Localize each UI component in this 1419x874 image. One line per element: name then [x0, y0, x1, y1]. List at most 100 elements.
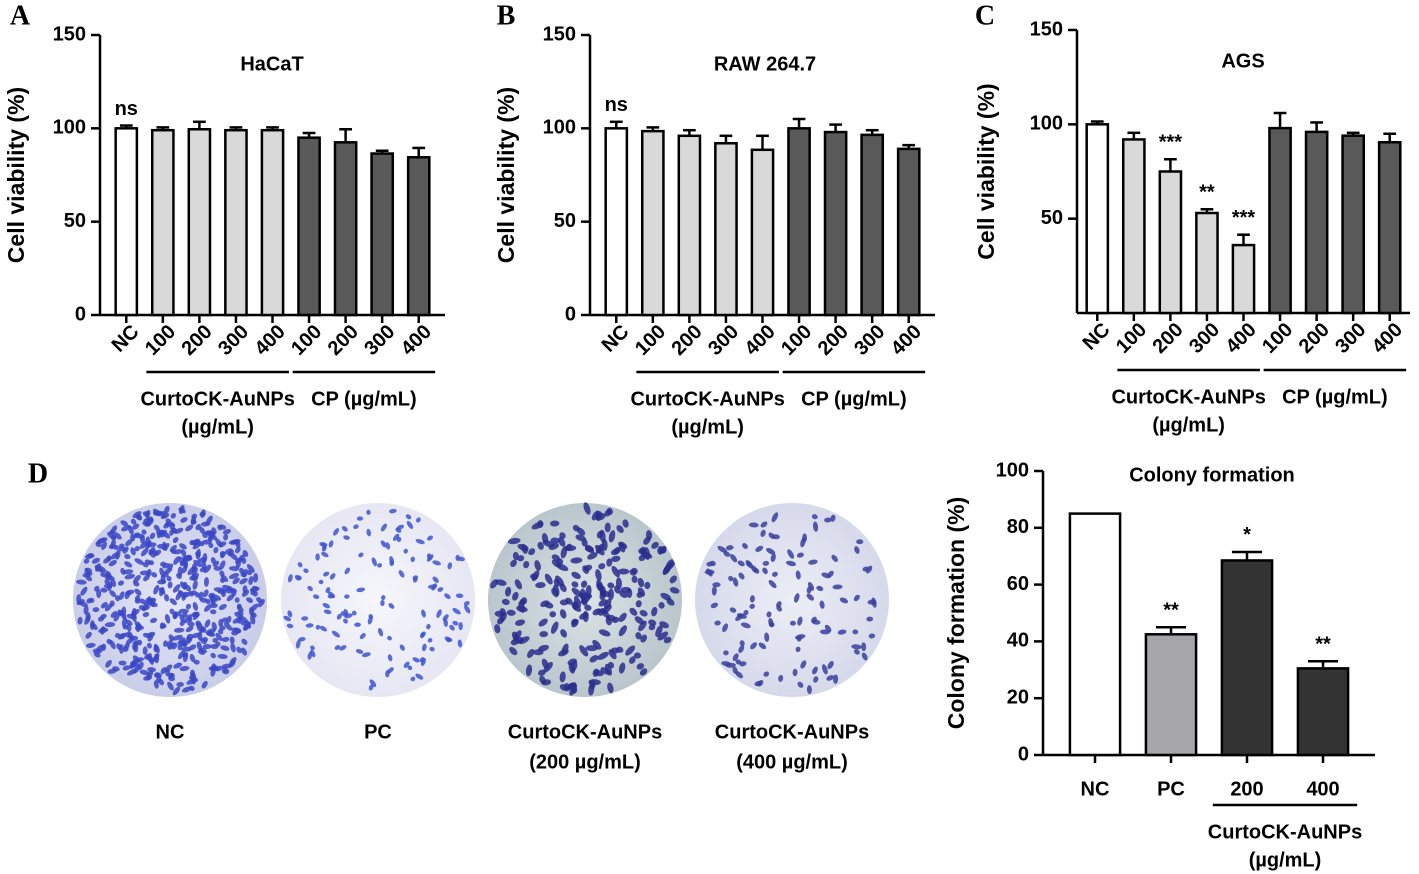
cell	[827, 661, 834, 670]
chart-title: HaCaT	[240, 53, 303, 75]
cell	[636, 663, 645, 670]
cell	[521, 544, 528, 554]
cell	[393, 533, 400, 541]
cell	[657, 545, 664, 555]
cell	[533, 649, 544, 656]
cell	[125, 637, 135, 645]
cell	[100, 613, 107, 620]
significance-label: **	[1163, 599, 1179, 621]
cell	[551, 587, 559, 598]
cell	[199, 647, 208, 654]
cell	[195, 620, 202, 626]
bar	[750, 148, 775, 317]
cell	[669, 575, 677, 584]
cell	[223, 534, 229, 541]
y-tick-label: 20	[1007, 686, 1029, 708]
cell	[149, 532, 156, 540]
cell	[766, 611, 772, 618]
cell	[732, 653, 739, 662]
cell	[592, 608, 602, 616]
cell	[125, 589, 135, 596]
x-tick-label: 200	[1295, 319, 1334, 358]
cell	[631, 575, 638, 584]
cell	[301, 616, 309, 621]
cell	[499, 608, 506, 616]
cell	[164, 664, 173, 672]
cell	[117, 580, 125, 586]
cell	[100, 626, 106, 632]
cell	[257, 599, 265, 608]
cell	[651, 541, 659, 549]
cell	[606, 558, 613, 567]
cell	[250, 614, 256, 625]
cell	[110, 525, 118, 534]
cell	[236, 605, 244, 613]
cell	[426, 624, 431, 630]
cell	[177, 643, 183, 651]
cell	[94, 585, 100, 592]
cell	[202, 644, 212, 650]
cell	[639, 668, 648, 676]
x-tick-label: NC	[1081, 778, 1110, 800]
cell	[853, 649, 860, 655]
cell	[380, 540, 387, 548]
cell	[184, 636, 193, 645]
x-tick-label: 100	[141, 321, 180, 360]
cell	[89, 597, 95, 603]
cell	[170, 513, 176, 519]
cell	[389, 508, 397, 514]
cell	[551, 554, 560, 561]
cell	[751, 565, 758, 573]
x-tick-label: 400	[887, 321, 926, 360]
cell	[250, 589, 256, 596]
cell	[297, 562, 303, 568]
cell	[187, 621, 195, 627]
cell	[419, 632, 425, 639]
cell	[332, 528, 340, 536]
cell	[222, 529, 232, 535]
cell	[526, 649, 535, 659]
cell	[457, 639, 463, 648]
cell	[163, 505, 170, 515]
cell	[800, 660, 807, 669]
cell	[826, 675, 835, 681]
cell	[740, 622, 751, 629]
cell	[368, 684, 374, 691]
cell	[429, 646, 435, 652]
cell	[305, 623, 314, 628]
cell	[176, 573, 182, 580]
cell	[797, 681, 804, 688]
bar	[406, 156, 431, 317]
cell	[824, 517, 832, 523]
cell	[549, 611, 557, 618]
cell	[200, 521, 211, 527]
cell	[139, 570, 151, 576]
cell	[246, 564, 255, 573]
cell	[607, 682, 614, 694]
cell	[575, 534, 587, 542]
cell	[185, 524, 194, 532]
y-tick-label: 150	[1030, 18, 1063, 40]
cell	[172, 634, 183, 641]
cell	[762, 567, 768, 575]
cell	[595, 569, 602, 581]
cell	[571, 581, 579, 588]
cell	[768, 579, 777, 589]
x-tick-label: 400	[1222, 319, 1261, 358]
cell	[515, 637, 524, 644]
cell	[125, 539, 133, 547]
cell	[147, 667, 157, 673]
significance-label: **	[1199, 182, 1215, 204]
cell	[147, 631, 156, 638]
x-tick-label: 300	[360, 321, 399, 360]
cell	[723, 650, 729, 656]
cell	[234, 546, 241, 554]
cell	[155, 676, 162, 683]
cell	[380, 599, 385, 607]
cell	[617, 568, 630, 575]
cell	[287, 574, 293, 583]
cell	[538, 618, 548, 627]
cell	[229, 636, 235, 645]
cell	[218, 628, 224, 635]
cell	[812, 521, 819, 532]
